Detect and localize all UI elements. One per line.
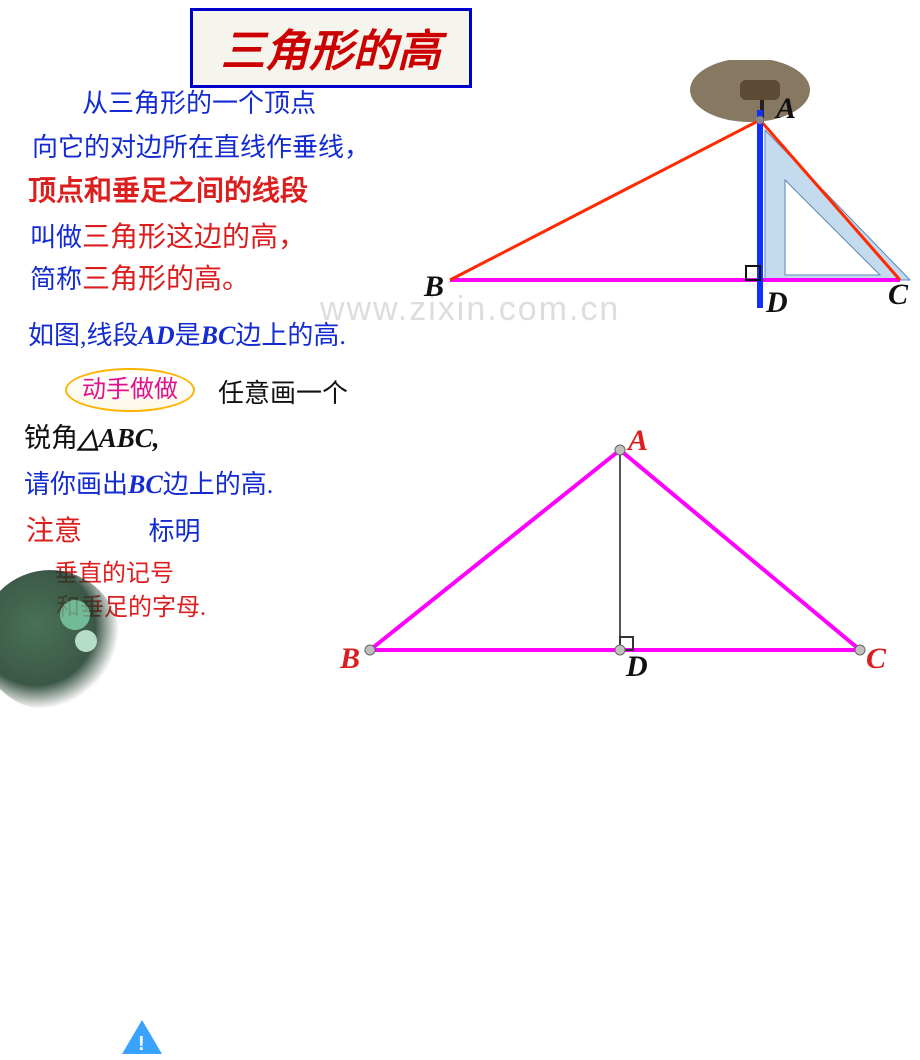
label2-D: D xyxy=(626,650,648,684)
label-A: A xyxy=(776,92,796,126)
edge-AB xyxy=(450,120,760,280)
label2-B: B xyxy=(340,642,360,676)
line-9: 请你画出BC边上的高. xyxy=(24,465,273,505)
triangle-ABC xyxy=(370,450,860,650)
diagram-top-svg xyxy=(430,60,920,320)
warning-icon xyxy=(122,1020,162,1054)
line-3: 顶点和垂足之间的线段 xyxy=(28,170,308,213)
line-8: 锐角△ABC, xyxy=(24,418,160,460)
diagram-bottom: A B C D xyxy=(330,430,890,680)
line-5: 简称三角形的高。 xyxy=(30,258,250,301)
line-10: 注意 标明 xyxy=(26,510,201,553)
label2-A: A xyxy=(628,424,648,458)
activity-badge: 动手做做 xyxy=(65,368,195,412)
label-C: C xyxy=(888,278,908,312)
line-6: 如图,线段AD是BC边上的高. xyxy=(28,316,346,356)
label-D: D xyxy=(766,286,788,320)
line-2: 向它的对边所在直线作垂线， xyxy=(32,128,370,168)
slide-title: 三角形的高 xyxy=(221,27,441,76)
diagram-bottom-svg xyxy=(330,430,890,680)
diagram-top: A B C D xyxy=(430,60,920,320)
line-4: 叫做三角形这边的高， xyxy=(30,216,306,259)
line-7: 任意画一个 xyxy=(218,374,348,414)
label-B: B xyxy=(424,270,444,304)
label2-C: C xyxy=(866,642,886,676)
line-1: 从三角形的一个顶点 xyxy=(82,84,316,124)
